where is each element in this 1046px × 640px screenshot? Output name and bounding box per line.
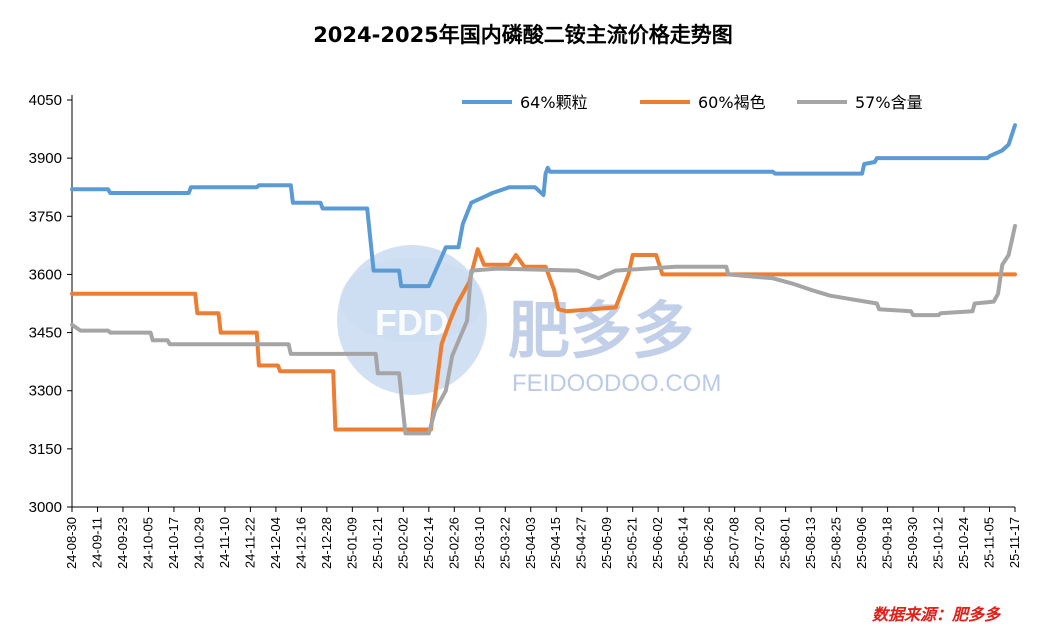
y-tick-label: 3750 [29, 208, 62, 225]
x-tick-label: 25-02-26 [446, 517, 461, 569]
x-tick-label: 24-09-11 [89, 517, 104, 568]
x-tick-label: 25-07-08 [727, 517, 742, 569]
y-tick-label: 3300 [29, 383, 62, 400]
x-tick-label: 25-08-25 [829, 517, 844, 569]
x-tick-label: 25-09-30 [905, 517, 920, 569]
x-tick-label: 24-10-05 [140, 517, 155, 569]
fdd-logo: FDD [337, 245, 487, 395]
legend-label-2: 60%褐色 [698, 93, 766, 112]
source-note: 数据来源：肥多多 [872, 605, 1002, 624]
x-tick-label: 25-11-17 [1007, 517, 1022, 568]
x-tick-label: 25-05-21 [625, 517, 640, 569]
x-tick-label: 25-04-15 [548, 517, 563, 569]
y-tick-label: 3150 [29, 441, 62, 458]
x-tick-label: 25-03-10 [472, 517, 487, 569]
watermark-brand: 肥多多 [508, 294, 694, 367]
x-tick-label: 25-01-09 [344, 517, 359, 569]
series-line-1 [70, 123, 1017, 289]
x-tick-label: 25-02-14 [421, 517, 436, 569]
x-tick-label: 24-09-23 [115, 517, 130, 569]
x-tick-label: 24-11-22 [242, 517, 257, 568]
x-tick-label: 24-08-30 [64, 517, 79, 569]
watermark-logo-text: FDD [375, 302, 449, 343]
x-tick-label: 24-12-04 [268, 517, 283, 569]
x-tick-label: 25-03-22 [497, 517, 512, 569]
series-line-3 [70, 224, 1017, 436]
y-tick-label: 3900 [29, 150, 62, 167]
x-tick-label: 25-09-18 [880, 517, 895, 569]
legend: 64%颗粒 60%褐色 57%含量 [462, 93, 923, 112]
x-tick-label: 25-06-26 [701, 517, 716, 569]
x-tick-label: 25-05-09 [599, 517, 614, 569]
axes: 3000 3150 3300 3450 3600 3750 3900 4050 24-08-30… [29, 92, 1022, 569]
x-tick-label: 25-10-12 [931, 517, 946, 569]
x-tick-label: 24-12-16 [293, 517, 308, 569]
legend-label-3: 57%含量 [855, 93, 923, 112]
x-tick-label: 25-06-02 [650, 517, 665, 569]
x-tick-label: 25-07-20 [752, 517, 767, 569]
series-layer [70, 123, 1017, 436]
x-tick-label: 25-01-21 [370, 517, 385, 569]
watermark-url: FEIDOODOO.COM [512, 370, 721, 397]
chart-title: 2024-2025年国内磷酸二铵主流价格走势图 [313, 23, 733, 47]
x-tick-label: 25-10-24 [956, 517, 971, 569]
y-tick-label: 3000 [29, 499, 62, 516]
x-tick-label: 25-04-27 [574, 517, 589, 569]
x-tick-label: 25-11-05 [982, 517, 997, 568]
x-tick-label: 25-02-02 [395, 517, 410, 569]
x-tick-label: 24-11-10 [217, 517, 232, 568]
x-tick-label: 24-12-28 [319, 517, 334, 569]
x-tick-label: 25-08-01 [778, 517, 793, 569]
x-tick-label: 24-10-17 [166, 517, 181, 569]
x-tick-label: 25-04-03 [523, 517, 538, 569]
x-tick-label: 24-10-29 [191, 517, 206, 569]
y-tick-label: 4050 [29, 92, 62, 109]
x-tick-label: 25-09-06 [854, 517, 869, 569]
y-tick-label: 3600 [29, 266, 62, 283]
y-tick-label: 3450 [29, 325, 62, 342]
x-tick-label: 25-06-14 [676, 517, 691, 569]
x-tick-label: 25-08-13 [803, 517, 818, 569]
legend-label-1: 64%颗粒 [520, 93, 588, 112]
